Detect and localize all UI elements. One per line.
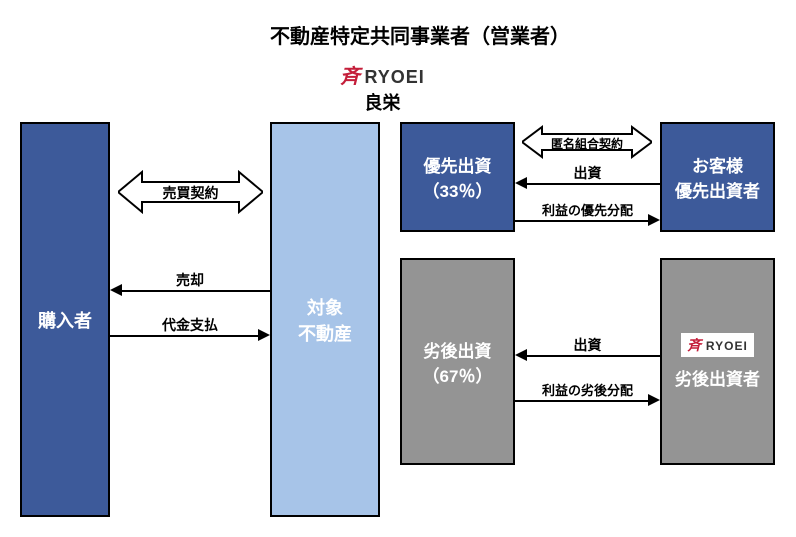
arrow-invest2-line xyxy=(527,355,660,357)
double-arrow-sale-contract: 売買契約 xyxy=(118,170,263,214)
property-label1: 対象 xyxy=(307,294,343,320)
priority-label1: 優先出資 xyxy=(424,152,492,177)
subinvestor-label: 劣後出資者 xyxy=(675,365,760,390)
arrow-sale-label: 売却 xyxy=(110,270,270,290)
box-subinvestor: ⻫ RYOEI 劣後出資者 xyxy=(660,258,775,465)
logo-name: RYOEI xyxy=(364,67,424,87)
box-property: 対象 不動産 xyxy=(270,122,380,517)
arrow-profit1-label: 利益の優先分配 xyxy=(515,200,660,219)
logo-ryoei: ⻫ RYOEI xyxy=(340,60,425,89)
sale-contract-label: 売買契約 xyxy=(118,183,263,203)
double-arrow-anon-contract: 匿名組合契約 xyxy=(522,125,652,159)
arrow-sale-line xyxy=(122,290,270,292)
purchaser-label: 購入者 xyxy=(38,307,92,333)
customer-label1: お客様 xyxy=(692,152,743,177)
property-label2: 不動産 xyxy=(298,320,352,346)
box-customer: お客様 優先出資者 xyxy=(660,122,775,232)
arrow-invest1-line xyxy=(527,183,660,185)
subinvestor-logo-icon: ⻫ xyxy=(687,335,701,355)
arrow-invest1-label: 出資 xyxy=(515,163,660,183)
box-purchaser: 購入者 xyxy=(20,122,110,517)
logo-sub: 良栄 xyxy=(340,89,425,115)
logo-mark-icon: ⻫ xyxy=(340,60,360,89)
subord-label1: 劣後出資 xyxy=(424,337,492,362)
customer-label2: 優先出資者 xyxy=(675,177,760,202)
box-subord: 劣後出資 （67％） xyxy=(400,258,515,465)
arrow-profit2-line xyxy=(515,400,648,402)
arrow-invest2-label: 出資 xyxy=(515,335,660,355)
subord-label2: （67％） xyxy=(423,362,493,387)
priority-label2: （33％） xyxy=(423,177,493,202)
arrow-payment-label: 代金支払 xyxy=(110,315,270,335)
diagram-title: 不動産特定共同事業者（営業者） xyxy=(270,20,570,49)
subinvestor-logo: ⻫ RYOEI xyxy=(681,333,754,357)
subinvestor-logo-text: RYOEI xyxy=(706,339,748,353)
logo-block: ⻫ RYOEI 良栄 xyxy=(340,60,425,115)
arrow-profit1-line xyxy=(515,220,648,222)
box-priority: 優先出資 （33％） xyxy=(400,122,515,232)
anon-contract-label: 匿名組合契約 xyxy=(522,135,652,152)
arrow-profit2-label: 利益の劣後分配 xyxy=(515,380,660,399)
arrow-payment-line xyxy=(110,335,258,337)
